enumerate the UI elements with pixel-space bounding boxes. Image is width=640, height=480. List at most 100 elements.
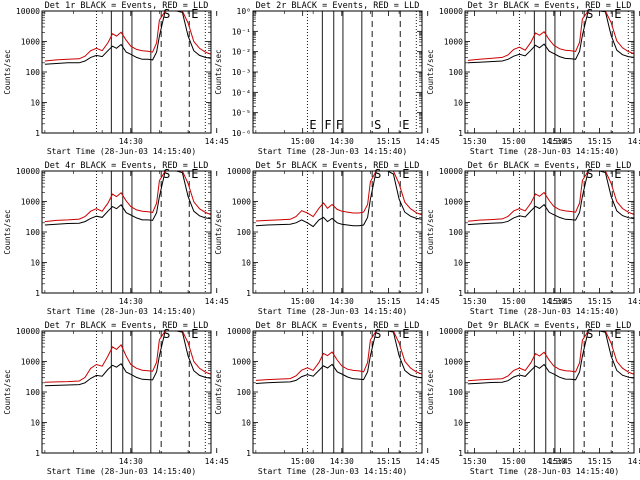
y-tick-label: 100 xyxy=(449,228,464,237)
x-tick-label: 14:30 xyxy=(119,137,143,146)
plot-frame xyxy=(252,170,423,294)
x-tick-label: 14:45 xyxy=(628,457,640,466)
marker-label: E xyxy=(402,118,409,132)
y-tick-label: 100 xyxy=(26,228,41,237)
y-tick-label: 10⁻⁶ xyxy=(232,129,251,138)
y-tick-label: 10⁻² xyxy=(232,48,251,57)
x-axis-label: Start Time (28-Jun-03 14:15:40) xyxy=(258,467,407,476)
x-tick-label: 15:15 xyxy=(377,457,401,466)
series-line-lld xyxy=(255,331,422,381)
x-tick-label: 14:45 xyxy=(205,297,229,306)
y-tick-label: 100 xyxy=(449,388,464,397)
x-axis-label: Start Time (28-Jun-03 14:15:40) xyxy=(258,147,407,156)
y-tick-label: 1 xyxy=(246,449,251,458)
marker-label: S xyxy=(374,167,381,181)
y-tick-label: 10 xyxy=(453,99,463,108)
y-axis-label: Counts/sec xyxy=(3,209,12,254)
y-tick-label: 1000 xyxy=(444,198,463,207)
panel-title: Det 2r BLACK = Events, RED = LLD xyxy=(256,1,420,11)
y-tick-label: 1 xyxy=(35,289,40,298)
y-tick-label: 1000 xyxy=(444,358,463,367)
y-tick-label: 100 xyxy=(237,388,252,397)
x-tick-label: 15:30 xyxy=(462,297,486,306)
marker-label: S xyxy=(163,327,170,341)
y-tick-label: 10000 xyxy=(16,327,40,336)
x-tick-label: 15:15 xyxy=(588,137,612,146)
y-tick-label: 1000 xyxy=(232,358,251,367)
plot-frame xyxy=(41,330,212,454)
series-line-lld xyxy=(255,171,422,222)
y-tick-label: 10⁰ xyxy=(237,7,251,16)
x-tick-label: 15:30 xyxy=(462,457,486,466)
y-tick-label: 10⁻⁵ xyxy=(232,109,251,118)
plot-frame xyxy=(41,170,212,294)
y-tick-label: 10000 xyxy=(227,327,251,336)
marker-label: E xyxy=(614,7,621,21)
y-tick-label: 1 xyxy=(458,449,463,458)
x-axis-label: Start Time (28-Jun-03 14:15:40) xyxy=(470,147,619,156)
marker-label: S xyxy=(586,167,593,181)
x-tick-label: 15:00 xyxy=(502,297,526,306)
y-axis-label: Counts/sec xyxy=(214,209,223,254)
y-tick-label: 10⁻¹ xyxy=(232,27,251,36)
detector-panel-1: Det 1r BLACK = Events, RED = LLD 1 10 100 10… xyxy=(3,1,573,156)
x-axis-label: Start Time (28-Jun-03 14:15:40) xyxy=(47,307,196,316)
x-tick-label: 14:45 xyxy=(416,297,440,306)
series-line-events xyxy=(44,171,211,226)
detector-panel-2: Det 2r BLACK = Events, RED = LLD 10⁻⁶ 10⁻⁵… xyxy=(214,1,612,156)
y-tick-label: 1000 xyxy=(21,38,40,47)
x-tick-label: 14:30 xyxy=(330,457,354,466)
series-line-lld xyxy=(44,331,211,383)
y-tick-label: 10000 xyxy=(16,167,40,176)
marker-label: F xyxy=(324,118,331,132)
y-tick-label: 1 xyxy=(35,449,40,458)
y-tick-label: 1 xyxy=(458,129,463,138)
marker-label: S xyxy=(586,7,593,21)
y-tick-label: 10000 xyxy=(439,167,463,176)
marker-label: S xyxy=(163,167,170,181)
y-tick-label: 10000 xyxy=(439,7,463,16)
marker-label: E xyxy=(402,167,409,181)
series-line-events xyxy=(44,11,211,65)
x-tick-label: 15:45 xyxy=(548,137,572,146)
panel-title: Det 7r BLACK = Events, RED = LLD xyxy=(45,321,209,331)
x-tick-label: 14:30 xyxy=(542,457,566,466)
y-axis-label: Counts/sec xyxy=(426,49,435,94)
x-tick-label: 15:15 xyxy=(377,137,401,146)
x-tick-label: 15:00 xyxy=(502,457,526,466)
marker-label: S xyxy=(374,327,381,341)
series-line-lld xyxy=(467,11,634,61)
y-tick-label: 10⁻⁴ xyxy=(232,88,251,97)
y-axis-label: Counts/sec xyxy=(426,369,435,414)
marker-label: E xyxy=(191,167,198,181)
marker-label: E xyxy=(614,167,621,181)
y-tick-label: 10000 xyxy=(16,7,40,16)
y-axis-label: Counts/sec xyxy=(214,49,223,94)
y-axis-label: Counts/sec xyxy=(3,369,12,414)
plot-frame xyxy=(464,170,635,294)
series-line-lld xyxy=(44,11,211,62)
y-tick-label: 100 xyxy=(449,68,464,77)
panel-title: Det 4r BLACK = Events, RED = LLD xyxy=(45,161,209,171)
x-tick-label: 15:00 xyxy=(502,137,526,146)
x-tick-label: 14:45 xyxy=(628,137,640,146)
marker-label: E xyxy=(309,118,316,132)
y-axis-label: Counts/sec xyxy=(426,209,435,254)
x-axis-label: Start Time (28-Jun-03 14:15:40) xyxy=(258,307,407,316)
y-tick-label: 10 xyxy=(453,259,463,268)
x-tick-label: 14:45 xyxy=(416,137,440,146)
panel-title: Det 8r BLACK = Events, RED = LLD xyxy=(256,321,420,331)
series-line-events xyxy=(467,171,634,226)
y-tick-label: 1 xyxy=(246,289,251,298)
x-tick-label: 14:30 xyxy=(119,297,143,306)
x-tick-label: 14:30 xyxy=(330,137,354,146)
x-tick-label: 15:15 xyxy=(588,457,612,466)
plot-frame xyxy=(464,10,635,134)
x-axis-label: Start Time (28-Jun-03 14:15:40) xyxy=(47,147,196,156)
series-line-events xyxy=(44,331,211,387)
y-tick-label: 1000 xyxy=(444,38,463,47)
y-tick-label: 100 xyxy=(26,388,41,397)
series-line-events xyxy=(467,331,634,385)
x-tick-label: 15:45 xyxy=(548,457,572,466)
